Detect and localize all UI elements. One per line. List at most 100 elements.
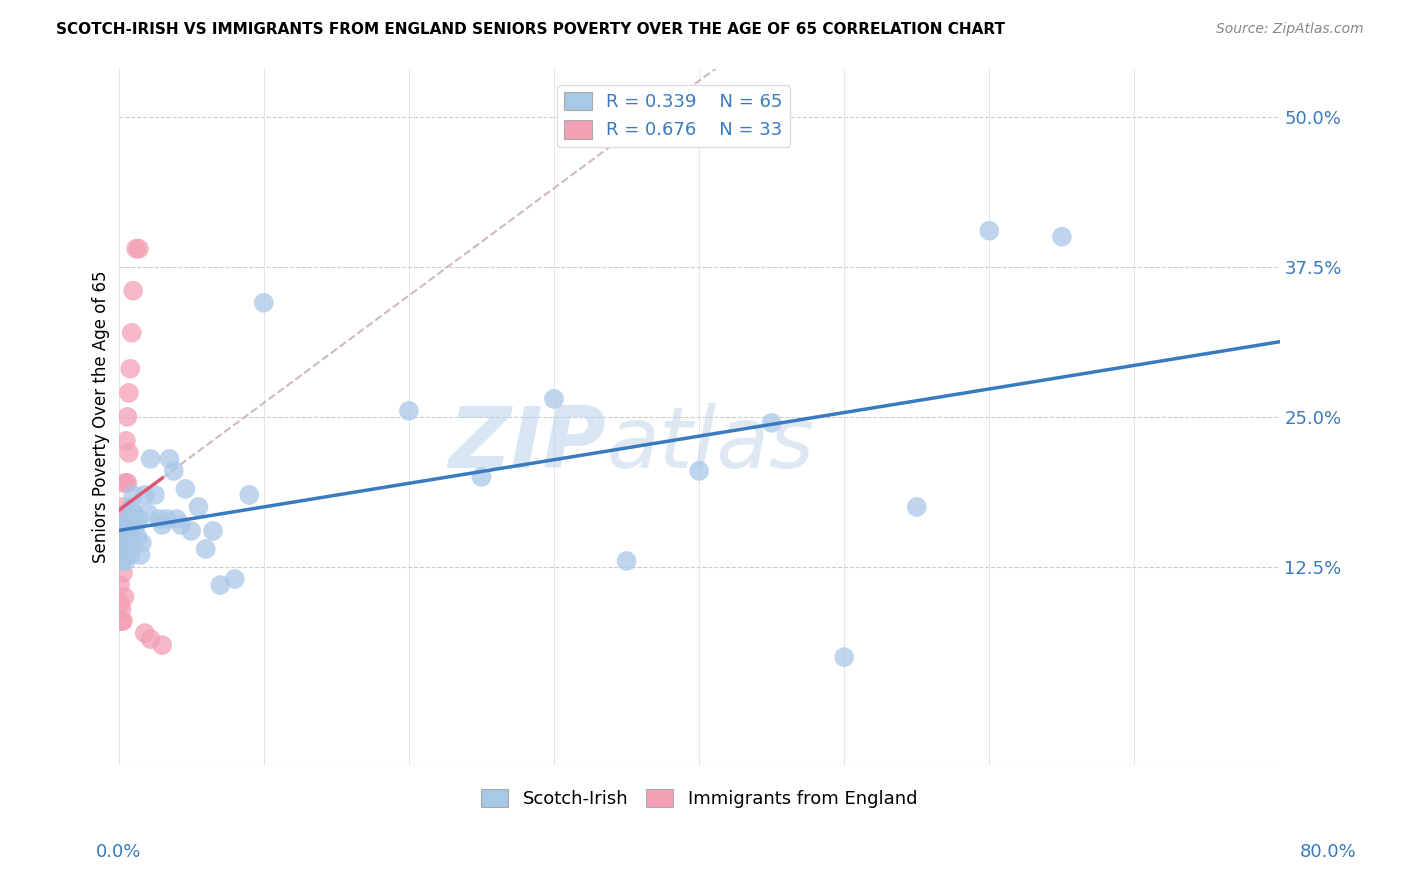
Point bbox=[110, 602, 132, 616]
Point bbox=[117, 475, 139, 490]
Text: SCOTCH-IRISH VS IMMIGRANTS FROM ENGLAND SENIORS POVERTY OVER THE AGE OF 65 CORRE: SCOTCH-IRISH VS IMMIGRANTS FROM ENGLAND … bbox=[56, 22, 1005, 37]
Point bbox=[115, 541, 138, 556]
Point bbox=[120, 548, 142, 562]
Point bbox=[159, 451, 181, 466]
Point bbox=[979, 224, 1001, 238]
Point bbox=[111, 566, 134, 580]
Point bbox=[114, 590, 136, 604]
Point bbox=[111, 541, 134, 556]
Point bbox=[127, 530, 149, 544]
Point bbox=[117, 518, 139, 533]
Point bbox=[111, 500, 134, 514]
Point bbox=[122, 506, 145, 520]
Point bbox=[187, 500, 209, 514]
Point bbox=[616, 554, 638, 568]
Point bbox=[114, 524, 136, 538]
Point bbox=[125, 242, 148, 256]
Point bbox=[129, 548, 152, 562]
Text: ZIP: ZIP bbox=[449, 403, 606, 486]
Point bbox=[1050, 229, 1073, 244]
Point bbox=[120, 524, 142, 538]
Point bbox=[139, 451, 162, 466]
Point bbox=[110, 614, 132, 628]
Point bbox=[111, 536, 134, 550]
Text: 80.0%: 80.0% bbox=[1301, 843, 1357, 861]
Text: 0.0%: 0.0% bbox=[96, 843, 141, 861]
Y-axis label: Seniors Poverty Over the Age of 65: Seniors Poverty Over the Age of 65 bbox=[93, 270, 110, 563]
Point bbox=[148, 512, 170, 526]
Point bbox=[108, 596, 131, 610]
Point bbox=[117, 544, 139, 558]
Point bbox=[180, 524, 202, 538]
Point bbox=[125, 518, 148, 533]
Point bbox=[832, 650, 855, 665]
Point bbox=[166, 512, 188, 526]
Point bbox=[253, 295, 276, 310]
Point bbox=[131, 536, 153, 550]
Point bbox=[114, 512, 136, 526]
Point bbox=[688, 464, 710, 478]
Point bbox=[118, 385, 141, 400]
Point bbox=[201, 524, 224, 538]
Point bbox=[114, 475, 136, 490]
Point bbox=[121, 512, 143, 526]
Point bbox=[122, 488, 145, 502]
Point bbox=[224, 572, 246, 586]
Point bbox=[118, 533, 141, 547]
Point bbox=[108, 578, 131, 592]
Point bbox=[111, 536, 134, 550]
Point bbox=[121, 500, 143, 514]
Point bbox=[114, 548, 136, 562]
Point bbox=[114, 536, 136, 550]
Point bbox=[111, 614, 134, 628]
Point bbox=[118, 446, 141, 460]
Point bbox=[124, 512, 146, 526]
Point bbox=[111, 533, 134, 547]
Point bbox=[170, 518, 193, 533]
Point bbox=[110, 548, 132, 562]
Point bbox=[120, 361, 142, 376]
Legend: Scotch-Irish, Immigrants from England: Scotch-Irish, Immigrants from England bbox=[474, 781, 925, 815]
Text: Source: ZipAtlas.com: Source: ZipAtlas.com bbox=[1216, 22, 1364, 37]
Point bbox=[117, 524, 139, 538]
Point bbox=[194, 541, 217, 556]
Point bbox=[134, 626, 156, 640]
Point bbox=[114, 530, 136, 544]
Point bbox=[111, 524, 134, 538]
Point bbox=[905, 500, 928, 514]
Point bbox=[122, 284, 145, 298]
Point bbox=[163, 464, 186, 478]
Point bbox=[115, 475, 138, 490]
Point bbox=[128, 242, 150, 256]
Point bbox=[143, 488, 166, 502]
Point bbox=[128, 512, 150, 526]
Point bbox=[136, 506, 159, 520]
Point bbox=[134, 488, 156, 502]
Point bbox=[543, 392, 565, 406]
Point bbox=[150, 518, 173, 533]
Point bbox=[110, 554, 132, 568]
Text: atlas: atlas bbox=[606, 403, 814, 486]
Point bbox=[115, 434, 138, 448]
Point bbox=[118, 512, 141, 526]
Point bbox=[115, 536, 138, 550]
Point bbox=[761, 416, 783, 430]
Point bbox=[121, 326, 143, 340]
Point bbox=[110, 530, 132, 544]
Point bbox=[150, 638, 173, 652]
Point bbox=[117, 540, 139, 554]
Point bbox=[115, 554, 138, 568]
Point bbox=[398, 404, 420, 418]
Point bbox=[155, 512, 177, 526]
Point bbox=[470, 470, 492, 484]
Point bbox=[111, 518, 134, 533]
Point bbox=[117, 524, 139, 538]
Point bbox=[117, 409, 139, 424]
Point bbox=[118, 530, 141, 544]
Point bbox=[108, 536, 131, 550]
Point bbox=[115, 520, 138, 534]
Point bbox=[209, 578, 232, 592]
Point bbox=[120, 536, 142, 550]
Point bbox=[238, 488, 260, 502]
Point bbox=[114, 533, 136, 547]
